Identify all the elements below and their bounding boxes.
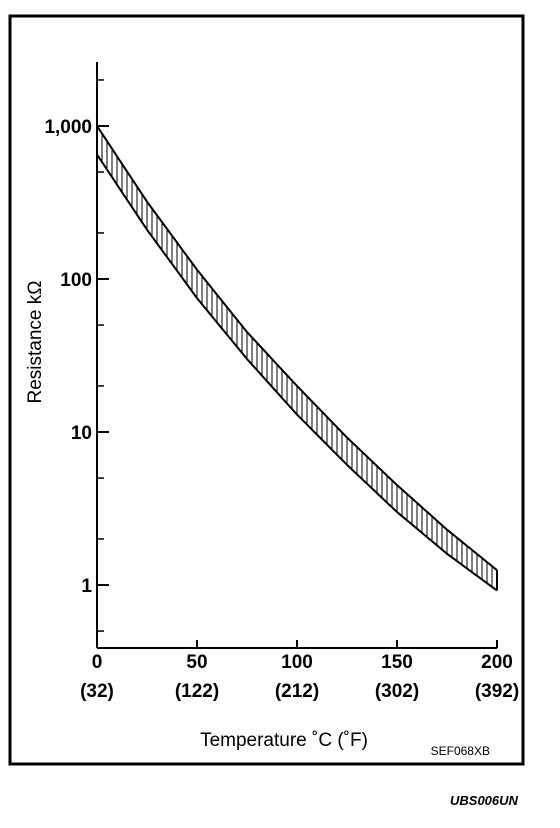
x-tick-label: 200 xyxy=(481,652,513,673)
y-tick-label: 1 xyxy=(81,576,92,597)
y-axis-title: Resistance kΩ xyxy=(25,281,46,404)
x-tick-label: 50 xyxy=(186,652,207,673)
x-axis-title: Temperature ˚C (˚F) xyxy=(200,730,368,751)
upper-bound-curve xyxy=(96,125,498,571)
footer-code: UBS006UN xyxy=(450,793,518,808)
x-tick-sublabel: (392) xyxy=(475,681,519,702)
x-tick-sublabel: (32) xyxy=(80,681,114,702)
x-tick-sublabel: (212) xyxy=(275,681,319,702)
lower-bound-curve xyxy=(96,154,498,592)
x-tick-label: 150 xyxy=(381,652,413,673)
x-tick-sublabel: (122) xyxy=(175,681,219,702)
x-tick-sublabel: (302) xyxy=(375,681,419,702)
figure-code: SEF068XB xyxy=(431,744,490,758)
plot-area: 0 (32) 50 (122) 100 (212) 150 (302) 200 (392) 1 10 1… xyxy=(44,62,519,702)
x-tick-label: 100 xyxy=(281,652,313,673)
y-tick-label: 100 xyxy=(60,270,92,291)
x-tick-label: 0 xyxy=(92,652,103,673)
chart-border xyxy=(8,14,525,766)
y-tick-label: 1,000 xyxy=(44,117,92,138)
y-tick-label: 10 xyxy=(71,423,92,444)
